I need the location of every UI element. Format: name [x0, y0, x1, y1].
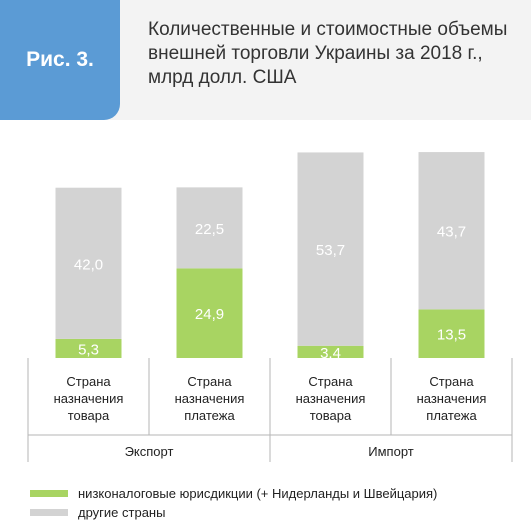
legend-item-lowtax: низконалоговые юрисдикции (+ Нидерланды …	[30, 483, 525, 503]
data-label: 42,0	[74, 256, 103, 273]
stacked-bar-chart: 5,3 42,0 Страна назначения товара 24,9 22,5 Стр…	[27, 152, 513, 462]
header: Рис. 3. Количественные и стоимостные объ…	[0, 0, 531, 120]
chart-title: Количественные и стоимостные объемы внеш…	[148, 18, 523, 90]
bar-lowtax	[55, 338, 122, 358]
legend-label-lowtax: низконалоговые юрисдикции (+ Нидерланды …	[78, 485, 438, 501]
figure-badge-label: Рис. 3.	[26, 48, 94, 71]
figure-badge: Рис. 3.	[0, 0, 120, 120]
group-label: Импорт	[368, 444, 413, 459]
category-label: товара	[68, 408, 110, 423]
category-label: Страна	[308, 374, 353, 389]
data-label: 13,5	[437, 327, 466, 344]
chart-title-line: млрд долл. США	[148, 67, 297, 88]
category-label: платежа	[184, 408, 235, 423]
bar-lowtax	[176, 268, 243, 358]
chart-title-line: внешней торговли Украины за 2018 г.,	[148, 43, 483, 64]
legend-label-other: другие страны	[78, 504, 166, 520]
legend-item-other: другие страны	[30, 502, 525, 522]
bar-other	[297, 152, 364, 346]
bar-lowtax	[418, 309, 485, 358]
bar-lowtax	[297, 345, 364, 358]
category-label: назначения	[54, 391, 124, 406]
category-label: назначения	[175, 391, 245, 406]
category-label: Страна	[66, 374, 111, 389]
category-label: товара	[310, 408, 352, 423]
legend-swatch-other	[30, 508, 68, 516]
category-label: Страна	[187, 374, 232, 389]
bar-other	[418, 152, 485, 310]
data-label: 3,4	[320, 345, 341, 362]
category-label: назначения	[417, 391, 487, 406]
data-label: 24,9	[195, 306, 224, 323]
category-label: платежа	[426, 408, 477, 423]
bar-other	[176, 187, 243, 269]
data-label: 43,7	[437, 224, 466, 241]
category-label: Страна	[429, 374, 474, 389]
bar-other	[55, 187, 122, 339]
category-label: назначения	[296, 391, 366, 406]
data-label: 22,5	[195, 221, 224, 238]
data-label: 53,7	[316, 242, 345, 259]
chart-title-line: Количественные и стоимостные объемы	[148, 19, 508, 40]
group-label: Экспорт	[125, 444, 174, 459]
data-label: 5,3	[78, 341, 99, 358]
legend-swatch-lowtax	[30, 489, 68, 497]
